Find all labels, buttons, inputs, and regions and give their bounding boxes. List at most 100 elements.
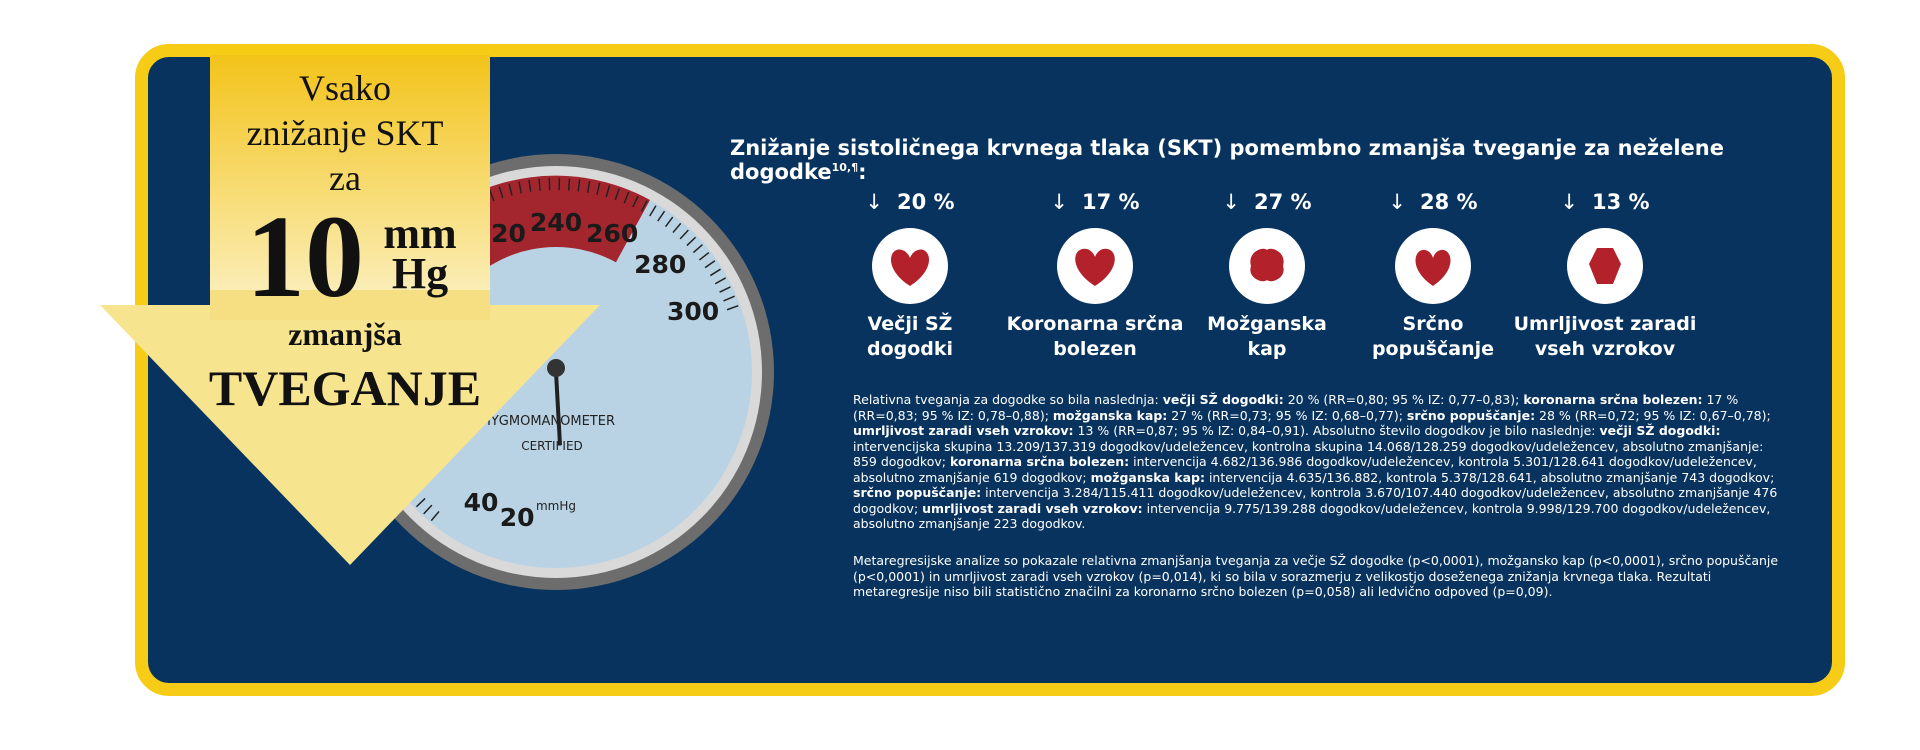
stat-label-line: Koronarna srčna — [1006, 313, 1184, 335]
note-text: Metaregresijske analize so pokazale rela… — [853, 553, 1779, 599]
gauge-tick — [508, 183, 513, 196]
note-paragraph: Relativna tveganja za dogodke so bila na… — [853, 392, 1788, 532]
stat: ↓ 28 % Srčno popuščanje — [1328, 190, 1538, 362]
gauge-tick — [623, 191, 630, 204]
stat-label-line: Večji SŽ — [867, 313, 953, 335]
note-paragraph: Metaregresijske analize so pokazale rela… — [853, 553, 1788, 600]
stat-label-line: vseh vzrokov — [1534, 338, 1676, 360]
gauge-needle — [554, 371, 562, 446]
stat-label: Srčno popuščanje — [1328, 312, 1538, 362]
gauge-tick — [488, 189, 495, 202]
stat-value: ↓ 27 % — [1222, 190, 1312, 214]
gauge-tick — [415, 497, 426, 508]
note-text: intervencija 9.775/139.288 dogodkov/udel… — [853, 500, 1771, 532]
gauge-tick — [538, 178, 541, 191]
gauge-tick — [430, 510, 440, 522]
note-text: srčno popuščanje: — [853, 485, 982, 500]
callout-box — [210, 55, 490, 310]
gauge-tick — [649, 205, 657, 217]
gauge-tick — [498, 186, 504, 199]
gauge-tick — [686, 236, 697, 247]
gauge-label: 300 — [667, 297, 719, 326]
stat: ↓ 17 % Koronarna srčna bolezen — [990, 190, 1200, 362]
heading-end: : — [858, 160, 867, 184]
stat-label-line: kap — [1247, 338, 1287, 360]
heading-text: Znižanje sistoličnega krvnega tlaka (SKT… — [730, 136, 1724, 184]
gauge-label: 20 — [500, 503, 535, 532]
callout-text: zmanjša — [288, 316, 402, 352]
note-text: možganska kap: — [1052, 407, 1168, 423]
note-text: Relativna tveganja za dogodke so bila na… — [853, 392, 1163, 407]
gauge-tick — [709, 268, 721, 277]
stat-value-text: 20 % — [897, 190, 955, 214]
gauge-tick — [632, 195, 639, 208]
callout-unit: mm — [383, 209, 456, 258]
icon-glyph — [1415, 249, 1451, 286]
stat-value: ↓ 13 % — [1560, 190, 1650, 214]
note-text: večji SŽ dogodki: — [1599, 423, 1721, 438]
gauge-tick — [679, 229, 689, 240]
stat-icon — [1229, 228, 1305, 304]
callout-unit: Hg — [392, 249, 448, 298]
note-text: intervencija 3.284/115.411 dogodkov/udel… — [853, 485, 1778, 516]
stat-value-text: 28 % — [1420, 190, 1478, 214]
gauge-tick — [664, 216, 674, 228]
note-text: 27 % (RR=0,73; 95 % IZ: 0,68–0,77); — [1167, 407, 1407, 423]
note-text: koronarna srčna bolezen: — [949, 454, 1130, 469]
callout-number: 10 — [246, 191, 364, 322]
stat-label: Umrljivost zaradi vseh vzrokov — [1500, 312, 1710, 362]
stat: ↓ 13 % Umrljivost zaradi vseh vzrokov — [1500, 190, 1710, 362]
note-text: intervencija 4.682/136.986 dogodkov/udel… — [853, 454, 1757, 485]
stat-label: Možganska kap — [1162, 312, 1372, 362]
stat-icon — [1395, 228, 1471, 304]
stat-label-line: Srčno — [1402, 313, 1464, 335]
note-text: 20 % (RR=0,80; 95 % IZ: 0,77–0,83); — [1283, 392, 1524, 407]
callout-join — [210, 290, 490, 320]
heading-sup: 10,¶ — [831, 161, 859, 174]
gauge-certified: CERTIFIED — [521, 439, 583, 453]
icon-glyph — [1250, 248, 1284, 282]
note-text: 17 % (RR=0,83; 95 % IZ: 0,78–0,88); — [853, 392, 1739, 423]
gauge-tick — [672, 222, 682, 234]
stat-value-text: 17 % — [1082, 190, 1140, 214]
note-text: umrljivost zaradi vseh vzrokov: — [922, 500, 1143, 516]
icon-glyph — [1589, 248, 1621, 284]
gauge-tick — [719, 286, 731, 293]
stat-value-text: 27 % — [1254, 190, 1312, 214]
note-text: 28 % (RR=0,72; 95 % IZ: 0,67–0,78); — [1535, 407, 1771, 423]
note-text: 13 % (RR=0,87; 95 % IZ: 0,84–0,91). Abso… — [1073, 423, 1600, 438]
note-text: intervencija 4.635/136.882, kontrola 5.3… — [1204, 469, 1775, 485]
icon-glyph — [891, 249, 929, 286]
stat-icon — [1567, 228, 1643, 304]
note-text: srčno popuščanje: — [1406, 407, 1536, 423]
stat-label-line: bolezen — [1053, 338, 1137, 360]
stat-label-line: Možganska — [1207, 313, 1327, 335]
note-text: možganska kap: — [1090, 469, 1205, 485]
stat-icon — [1057, 228, 1133, 304]
callout-text: za — [329, 158, 361, 198]
gauge-tick — [567, 178, 571, 191]
gauge-tick — [698, 251, 710, 261]
gauge-tick — [596, 182, 601, 195]
gauge-tick — [586, 180, 591, 193]
stat-value-text: 13 % — [1592, 190, 1650, 214]
callout-text: TVEGANJE — [209, 360, 481, 416]
stat-value: ↓ 20 % — [865, 190, 955, 214]
stat: ↓ 27 % Možganska kap — [1162, 190, 1372, 362]
gauge-pin — [547, 359, 565, 377]
gauge-tick — [605, 185, 611, 198]
gauge-tick — [518, 181, 523, 194]
callout-text: znižanje SKT — [247, 113, 444, 153]
gauge-tick — [723, 295, 735, 302]
note-text: umrljivost zaradi vseh vzrokov: — [853, 423, 1074, 438]
gauge-brand: SPHYGMOMANOMETER — [465, 414, 615, 429]
stat-label: Večji SŽ dogodki — [805, 312, 1015, 362]
note-text: intervencijska skupina 13.209/137.319 do… — [853, 438, 1764, 470]
gauge-tick — [577, 179, 581, 192]
stat-icon — [872, 228, 948, 304]
gauge-label: 280 — [634, 250, 686, 279]
stat-value: ↓ 17 % — [1050, 190, 1140, 214]
gauge-tick — [528, 179, 532, 192]
gauge-tick — [714, 277, 727, 285]
